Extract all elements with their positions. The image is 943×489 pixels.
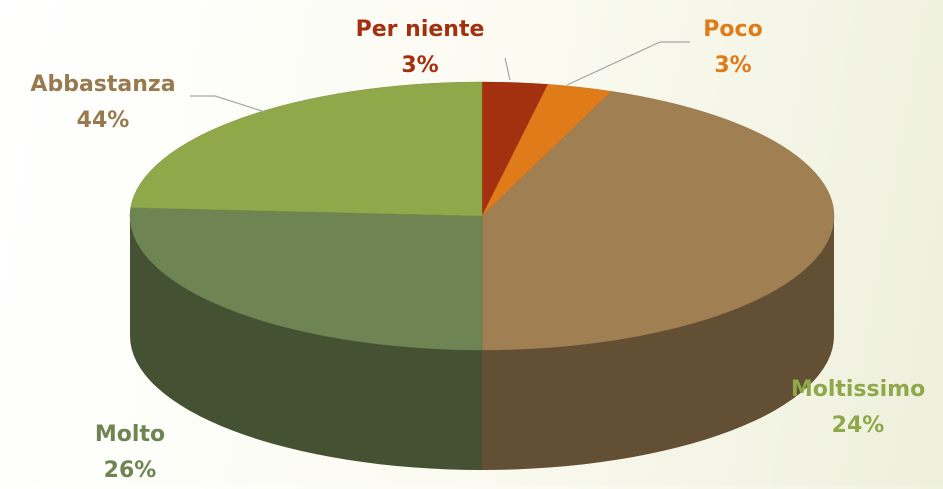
category-label: Poco <box>703 17 763 42</box>
category-label: Per niente <box>355 17 485 42</box>
category-label: Abbastanza <box>30 72 176 97</box>
data-label: Moltissimo 24% <box>788 372 928 444</box>
data-label: Per niente 3% <box>356 12 485 84</box>
slice-side <box>482 216 834 470</box>
slice <box>129 207 483 351</box>
leader-lines <box>190 41 690 113</box>
slice <box>130 81 483 217</box>
category-label: Moltissimo <box>790 377 926 402</box>
value-label: 44% <box>76 108 130 133</box>
slice-side <box>130 216 482 470</box>
slice <box>481 91 835 351</box>
data-label: Molto 26% <box>95 417 165 489</box>
value-label: 24% <box>831 413 885 438</box>
data-label: Abbastanza 44% <box>30 67 175 139</box>
value-label: 26% <box>103 458 157 483</box>
leader-line <box>504 57 511 81</box>
value-label: 3% <box>401 53 439 78</box>
leader-line <box>190 95 266 113</box>
value-label: 3% <box>714 53 752 78</box>
pie <box>129 81 835 470</box>
leader-line <box>566 41 690 86</box>
data-label: Poco 3% <box>703 12 762 84</box>
category-label: Molto <box>94 422 166 447</box>
